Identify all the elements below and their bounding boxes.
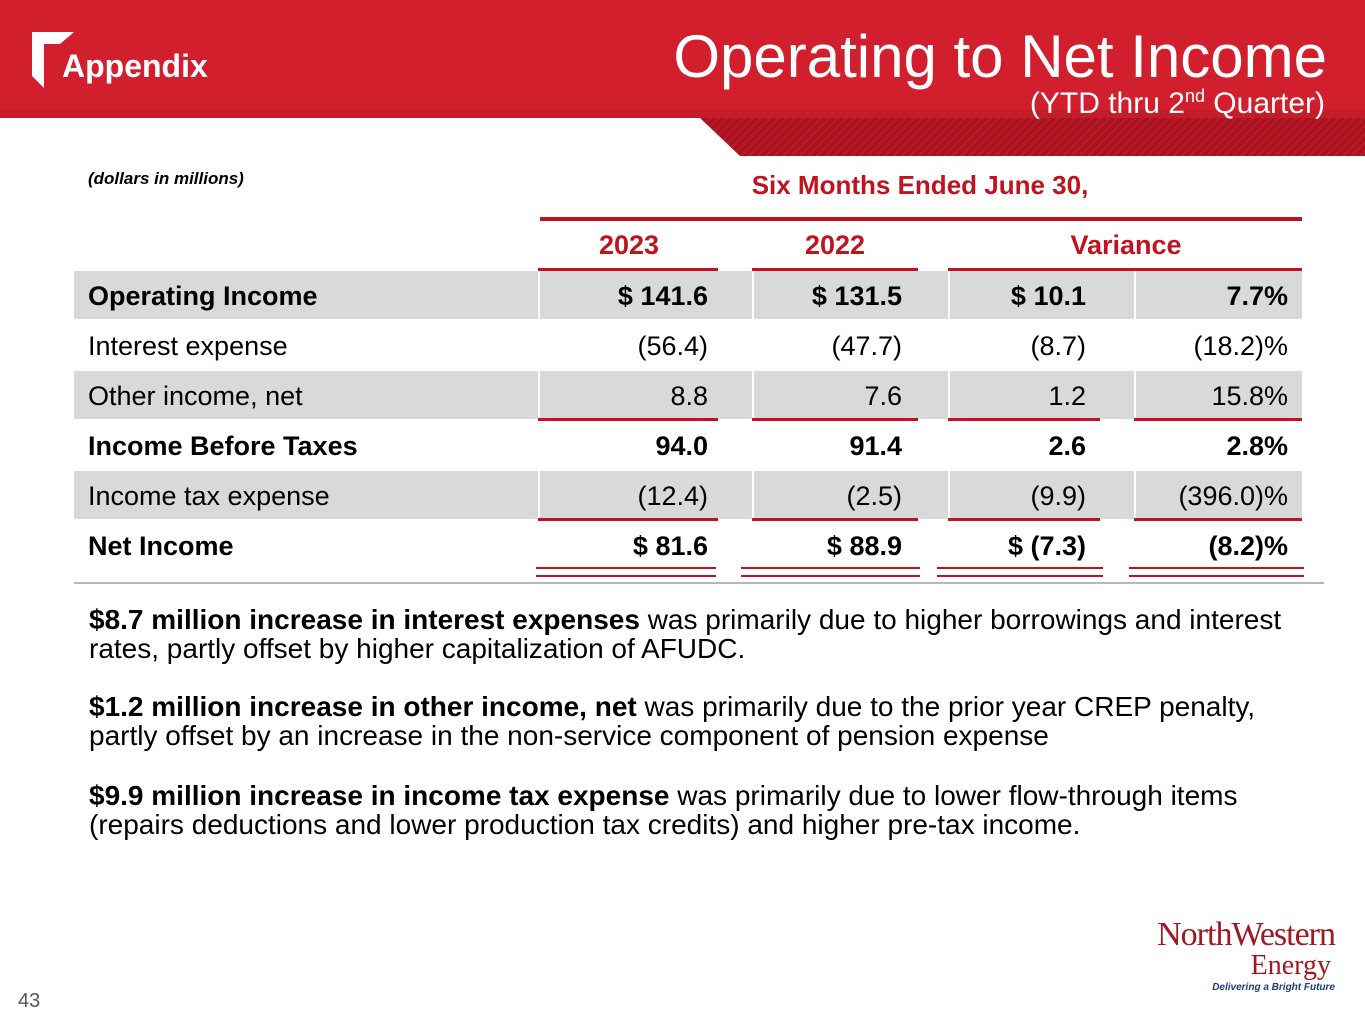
cell-2022: 7.6	[864, 381, 902, 411]
cell-variance: (9.9)	[1030, 481, 1086, 511]
cell-2022: (47.7)	[831, 331, 902, 361]
column-gap	[1134, 271, 1136, 319]
cell-variance: 1.2	[1048, 381, 1086, 411]
brand-tagline: Delivering a Bright Future	[1212, 982, 1335, 993]
column-gap	[948, 271, 950, 319]
column-gap	[538, 371, 540, 419]
total-rule	[1134, 518, 1302, 521]
page-title: Operating to Net Income	[673, 23, 1327, 90]
cell-variance-pct: (8.2)%	[1208, 531, 1288, 561]
row-label-operating-income: Operating Income	[88, 281, 318, 311]
column-gap	[752, 471, 754, 519]
cell-variance: 2.6	[1048, 431, 1086, 461]
column-gap	[538, 271, 540, 319]
row-label-interest-expense: Interest expense	[88, 331, 288, 361]
column-rule	[538, 268, 718, 271]
cell-2023: $ 141.6	[617, 281, 708, 311]
cell-variance-pct: 7.7%	[1226, 281, 1288, 311]
column-gap	[538, 471, 540, 519]
total-rule	[948, 518, 1100, 521]
brand-name: NorthWestern	[1157, 916, 1336, 953]
cell-variance: $ 10.1	[1010, 281, 1086, 311]
subtotal-rule	[538, 418, 718, 421]
cell-2022: 91.4	[849, 431, 902, 461]
page-subtitle: (YTD thru 2nd Quarter)	[1029, 86, 1325, 120]
table-bottom-rule	[74, 582, 1324, 584]
cell-2022: $ 88.9	[826, 531, 902, 561]
row-shade	[74, 371, 1302, 419]
cell-variance-pct: (396.0)%	[1178, 481, 1288, 511]
column-gap	[1134, 371, 1136, 419]
column-rule	[752, 268, 918, 271]
row-label-income-before-taxes: Income Before Taxes	[88, 431, 358, 461]
double-underline	[536, 567, 716, 577]
column-gap	[948, 371, 950, 419]
cell-2023: (56.4)	[637, 331, 708, 361]
column-header-variance: Variance	[1070, 230, 1182, 260]
cell-variance: (8.7)	[1030, 331, 1086, 361]
column-header-2023: 2023	[598, 230, 660, 260]
column-gap	[1134, 471, 1136, 519]
double-underline	[937, 567, 1103, 577]
cell-variance-pct: (18.2)%	[1193, 331, 1288, 361]
subtotal-rule	[948, 418, 1100, 421]
column-gap	[752, 271, 754, 319]
company-logo: NorthWestern Energy Delivering a Bright …	[1157, 916, 1336, 994]
row-shade	[74, 471, 1302, 519]
subtotal-rule	[1134, 418, 1302, 421]
note-interest-expense: $8.7 million increase in interest expens…	[89, 604, 1282, 664]
header-stripe	[700, 118, 1365, 156]
cell-variance-pct: 2.8%	[1226, 431, 1288, 461]
period-rule	[540, 217, 1302, 221]
appendix-tab-icon	[32, 32, 74, 88]
note-other-income: $1.2 million increase in other income, n…	[89, 691, 1256, 751]
row-label-other-income: Other income, net	[88, 381, 303, 411]
cell-2023: (12.4)	[637, 481, 708, 511]
cell-2023: 94.0	[655, 431, 708, 461]
period-heading: Six Months Ended June 30,	[751, 170, 1089, 200]
units-note: (dollars in millions)	[88, 169, 244, 188]
double-underline	[1129, 567, 1304, 577]
header-stripe-shadow	[0, 110, 1365, 118]
page-number: 43	[18, 990, 41, 1012]
total-rule	[752, 518, 918, 521]
cell-2022: (2.5)	[846, 481, 902, 511]
note-income-tax: $9.9 million increase in income tax expe…	[89, 780, 1238, 840]
column-gap	[948, 471, 950, 519]
section-label: Appendix	[62, 48, 208, 84]
cell-2023: 8.8	[670, 381, 708, 411]
column-gap	[752, 371, 754, 419]
subtotal-rule	[752, 418, 918, 421]
column-header-2022: 2022	[804, 230, 866, 260]
double-underline	[741, 567, 920, 577]
cell-2022: $ 131.5	[811, 281, 902, 311]
cell-variance-pct: 15.8%	[1211, 381, 1288, 411]
row-label-net-income: Net Income	[88, 531, 234, 561]
row-shade	[74, 271, 1302, 319]
header-band	[0, 0, 1365, 118]
cell-variance: $ (7.3)	[1007, 531, 1086, 561]
row-label-income-tax-expense: Income tax expense	[88, 481, 330, 511]
column-rule	[948, 268, 1302, 271]
brand-sub: Energy	[1250, 950, 1331, 981]
total-rule	[538, 518, 718, 521]
cell-2023: $ 81.6	[632, 531, 708, 561]
